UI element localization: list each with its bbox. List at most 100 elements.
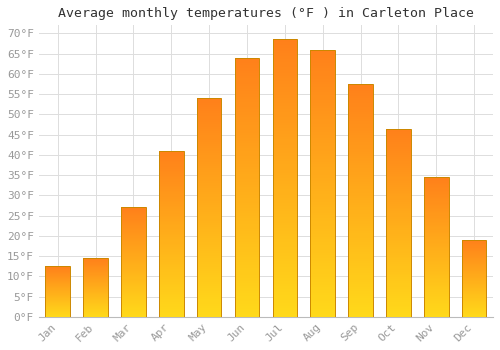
Bar [462, 256, 486, 257]
Bar [386, 257, 410, 258]
Bar [386, 253, 410, 255]
Bar [310, 271, 335, 274]
Bar [462, 300, 486, 301]
Bar [462, 275, 486, 276]
Bar [159, 299, 184, 300]
Bar [159, 267, 184, 269]
Bar [84, 274, 108, 275]
Bar [234, 252, 260, 254]
Bar [272, 264, 297, 267]
Bar [310, 108, 335, 111]
Bar [310, 146, 335, 148]
Bar [234, 254, 260, 257]
Bar [310, 95, 335, 98]
Bar [424, 244, 448, 246]
Bar [121, 288, 146, 289]
Bar [386, 300, 410, 302]
Bar [197, 201, 222, 203]
Bar [197, 150, 222, 153]
Bar [272, 278, 297, 281]
Bar [84, 312, 108, 313]
Bar [310, 55, 335, 58]
Bar [84, 279, 108, 280]
Bar [121, 212, 146, 213]
Bar [159, 274, 184, 275]
Bar [348, 145, 373, 147]
Bar [386, 136, 410, 138]
Bar [386, 251, 410, 253]
Bar [310, 119, 335, 122]
Bar [462, 293, 486, 294]
Bar [197, 297, 222, 299]
Bar [310, 202, 335, 204]
Bar [386, 213, 410, 215]
Bar [424, 253, 448, 254]
Bar [424, 180, 448, 181]
Bar [84, 298, 108, 299]
Bar [424, 226, 448, 228]
Bar [386, 144, 410, 146]
Bar [462, 308, 486, 309]
Bar [84, 311, 108, 312]
Bar [386, 221, 410, 223]
Bar [424, 177, 448, 317]
Bar [46, 308, 70, 309]
Bar [46, 306, 70, 307]
Bar [197, 225, 222, 227]
Bar [462, 312, 486, 313]
Bar [197, 135, 222, 138]
Bar [234, 286, 260, 288]
Bar [121, 284, 146, 285]
Bar [121, 234, 146, 235]
Bar [197, 203, 222, 205]
Bar [197, 264, 222, 266]
Bar [424, 260, 448, 261]
Bar [84, 290, 108, 291]
Bar [121, 241, 146, 243]
Bar [386, 264, 410, 266]
Bar [272, 67, 297, 70]
Bar [234, 221, 260, 224]
Bar [310, 151, 335, 154]
Bar [197, 113, 222, 116]
Bar [234, 294, 260, 296]
Bar [234, 260, 260, 262]
Bar [234, 73, 260, 76]
Bar [310, 247, 335, 250]
Bar [462, 313, 486, 314]
Bar [121, 287, 146, 288]
Bar [348, 238, 373, 240]
Bar [159, 212, 184, 214]
Bar [197, 164, 222, 166]
Bar [159, 245, 184, 247]
Bar [310, 114, 335, 117]
Bar [462, 278, 486, 279]
Bar [121, 217, 146, 218]
Bar [197, 301, 222, 304]
Bar [386, 270, 410, 272]
Bar [310, 178, 335, 181]
Bar [121, 289, 146, 290]
Bar [310, 103, 335, 106]
Bar [310, 127, 335, 130]
Bar [348, 296, 373, 298]
Bar [234, 262, 260, 265]
Bar [197, 122, 222, 124]
Bar [386, 138, 410, 140]
Bar [121, 256, 146, 257]
Bar [121, 315, 146, 316]
Bar [234, 200, 260, 203]
Bar [121, 278, 146, 279]
Bar [386, 296, 410, 298]
Bar [159, 260, 184, 262]
Bar [234, 208, 260, 211]
Bar [462, 252, 486, 253]
Bar [386, 166, 410, 168]
Bar [121, 314, 146, 315]
Bar [386, 181, 410, 183]
Bar [386, 313, 410, 315]
Bar [386, 146, 410, 147]
Bar [462, 287, 486, 288]
Bar [424, 223, 448, 225]
Bar [462, 249, 486, 250]
